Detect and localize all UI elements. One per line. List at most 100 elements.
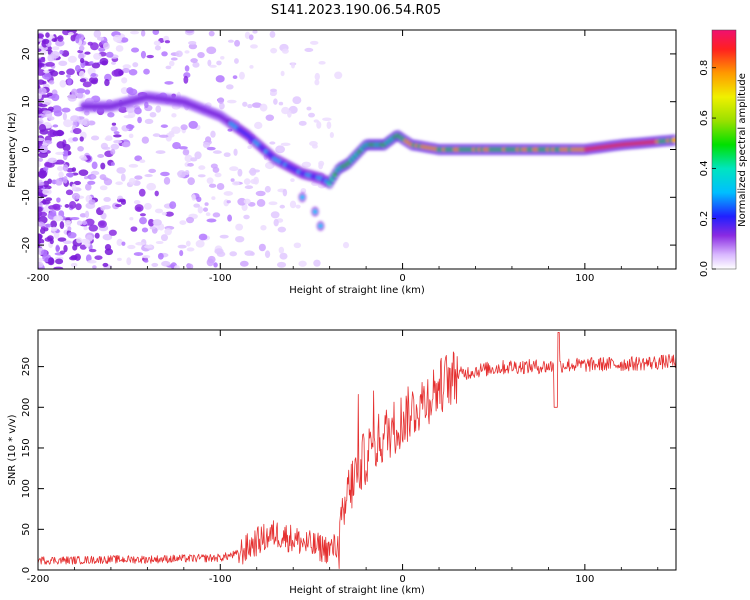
heatmap-noise-cell [82,81,92,88]
heatmap-noise-cell [154,190,159,197]
heatmap-branch-cell [300,195,305,200]
heatmap-noise-cell [173,265,180,269]
heatmap-noise-cell [122,64,132,69]
heatmap-noise-cell [318,160,325,167]
heatmap-noise-cell [93,30,102,38]
heatmap-noise-cell [164,228,172,236]
heatmap-noise-cell [163,176,171,185]
heatmap-noise-cell [79,244,87,250]
heatmap-noise-cell [41,99,52,106]
heatmap-noise-cell [71,192,81,200]
heatmap-noise-cell [138,188,146,197]
heatmap-noise-cell [67,232,77,239]
heatmap-noise-cell [237,168,243,177]
heatmap-noise-cell [273,218,279,227]
heatmap-noise-cell [57,35,64,42]
heatmap-noise-cell [300,187,307,194]
heatmap-noise-cell [55,178,63,186]
heatmap-noise-cell [164,81,174,85]
heatmap-noise-cell [192,61,200,68]
heatmap-noise-cell [169,60,175,67]
heatmap-noise-cell [239,71,245,80]
heatmap-noise-cell [244,185,254,190]
heatmap-noise-cell [184,65,190,72]
heatmap-noise-cell [45,32,50,38]
heatmap-noise-cell [82,118,90,127]
heatmap-noise-cell [154,45,161,51]
heatmap-noise-cell [141,136,150,144]
heatmap-noise-cell [126,87,134,94]
heatmap-noise-cell [99,57,109,66]
heatmap-noise-cell [79,136,84,142]
snr-y-tick-label: 100 [21,479,32,498]
heatmap-noise-cell [247,145,252,150]
heatmap-noise-cell [139,213,146,217]
heatmap-noise-cell [43,69,50,74]
heatmap-noise-cell [318,61,326,65]
heatmap-noise-cell [103,197,111,202]
heatmap-noise-cell [47,106,54,111]
heatmap-noise-cell [116,167,126,174]
heatmap-noise-cell [230,178,235,182]
heatmap-noise-cell [214,248,224,255]
heatmap-noise-cell [306,106,312,111]
heatmap-noise-cell [273,98,278,105]
heatmap-noise-cell [75,35,80,44]
heatmap-noise-cell [113,131,120,135]
heatmap-noise-cell [154,208,164,214]
heatmap-noise-cell [190,58,198,63]
heatmap-noise-cell [88,224,99,232]
heatmap-noise-cell [157,252,164,260]
heatmap-noise-cell [48,80,55,85]
heatmap-noise-cell [195,239,205,248]
colorbar-tick-label: 0.6 [699,110,710,126]
heatmap-noise-cell [88,248,97,253]
heatmap-noise-cell [63,175,68,184]
heatmap-noise-cell [251,102,262,108]
heatmap-noise-cell [55,39,65,47]
heatmap-noise-cell [185,240,191,247]
heatmap-noise-cell [276,261,287,268]
heatmap-noise-cell [215,75,225,83]
heatmap-noise-cell [102,233,113,241]
heatmap-noise-cell [250,178,258,185]
heatmap-noise-cell [210,130,216,138]
heatmap-noise-cell [188,120,198,129]
snr-y-tick-label: 250 [21,357,32,376]
heatmap-noise-cell [250,44,258,49]
heatmap-noise-cell [63,244,68,253]
heatmap-noise-cell [139,216,147,225]
heatmap-noise-cell [308,112,315,118]
heatmap-noise-cell [144,244,153,249]
heatmap-noise-cell [63,119,73,128]
heatmap-noise-cell [47,157,57,164]
heatmap-noise-cell [56,197,61,203]
heatmap-noise-cell [85,254,92,262]
heatmap-noise-cell [73,180,81,186]
heatmap-noise-cell [170,57,178,61]
heatmap-noise-cell [223,191,234,196]
heatmap-noise-cell [140,50,147,59]
heatmap-noise-cell [316,121,322,129]
heatmap-noise-cell [38,202,44,207]
heatmap-noise-cell [164,40,171,44]
heatmap-noise-cell [179,249,184,257]
heatmap-noise-cell [197,174,206,178]
heatmap-noise-cell [76,220,83,226]
heatmap-noise-cell [165,211,174,217]
heatmap-noise-cell [38,151,49,159]
heatmap-noise-cell [63,150,69,157]
heatmap-noise-cell [67,94,77,102]
heatmap-noise-cell [102,42,110,50]
heatmap-noise-cell [298,260,307,267]
heatmap-noise-cell [188,43,198,50]
heatmap-noise-cell [98,47,106,52]
heatmap-noise-cell [38,79,45,85]
heatmap-noise-cell [144,118,154,125]
heatmap-noise-cell [70,115,80,122]
colorbar-tick-label: 0.4 [699,160,710,176]
heatmap-noise-cell [227,214,232,222]
spectrogram-y-tick-label: -20 [21,237,32,253]
